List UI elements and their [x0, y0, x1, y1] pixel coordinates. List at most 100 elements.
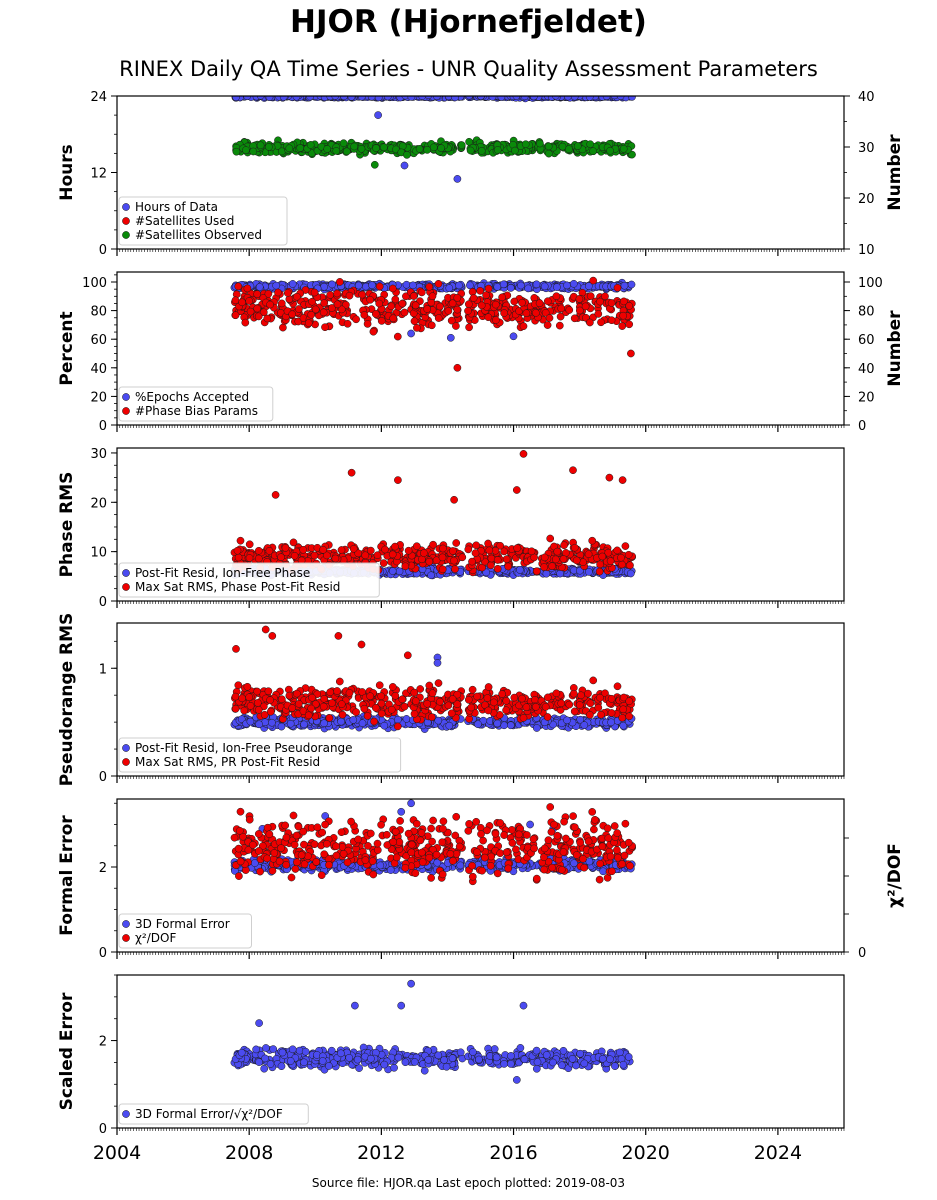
data-point: [230, 833, 239, 842]
y-tick-label: 10: [90, 546, 107, 561]
data-point: [234, 282, 243, 291]
data-point: [589, 147, 597, 156]
data-point: [427, 713, 436, 721]
data-point: [485, 546, 494, 555]
data-point: [559, 555, 568, 563]
data-point: [619, 297, 628, 306]
data-point: [358, 290, 367, 299]
data-point: [499, 280, 508, 289]
data-point: [553, 283, 561, 291]
legend-entry: Max Sat RMS, Phase Post-Fit Resid: [135, 580, 340, 594]
data-point: [595, 567, 604, 576]
data-point: [326, 291, 335, 299]
data-point: [308, 297, 316, 306]
data-point: [234, 681, 243, 690]
data-point: [469, 294, 478, 302]
data-point: [425, 681, 434, 690]
y-tick-label: 0: [99, 595, 107, 610]
data-point: [597, 710, 605, 719]
outlier-point: [394, 476, 402, 484]
data-point: [338, 710, 347, 719]
data-point: [569, 812, 577, 820]
data-point: [357, 96, 366, 101]
outlier-point: [397, 807, 406, 816]
data-point: [243, 682, 252, 691]
data-point: [415, 145, 424, 153]
data-point: [576, 838, 585, 847]
data-point: [517, 281, 525, 290]
data-point: [352, 708, 360, 717]
data-point: [468, 557, 476, 566]
data-point: [447, 709, 456, 718]
data-point: [404, 546, 413, 555]
data-point: [613, 682, 622, 691]
y2-tick-label: 10: [858, 243, 875, 258]
data-point: [436, 697, 444, 706]
data-point: [350, 142, 359, 151]
data-point: [371, 310, 380, 318]
data-point: [253, 290, 262, 298]
y2-axis-title: Number: [885, 134, 905, 211]
data-point: [246, 307, 255, 316]
data-point: [266, 696, 274, 704]
data-point: [585, 568, 593, 576]
data-point: [328, 280, 336, 289]
data-point: [519, 322, 528, 331]
data-point: [628, 96, 636, 101]
data-point: [467, 703, 476, 712]
data-point: [570, 707, 579, 716]
data-point: [575, 306, 584, 315]
data-point: [307, 704, 316, 713]
data-point: [502, 706, 510, 715]
data-point: [434, 679, 443, 687]
data-point: [254, 312, 263, 321]
data-point: [491, 300, 500, 309]
data-point: [508, 839, 517, 847]
data-point: [606, 557, 615, 565]
data-point: [560, 817, 568, 826]
data-point: [240, 706, 249, 715]
outlier-point: [347, 468, 356, 477]
data-point: [285, 144, 294, 153]
data-point: [556, 312, 565, 321]
data-point: [268, 718, 276, 727]
data-point: [308, 693, 316, 702]
data-point: [438, 553, 447, 562]
legend-entry: Hours of Data: [135, 200, 218, 214]
data-point: [437, 144, 445, 152]
data-point: [477, 147, 486, 155]
data-point: [289, 538, 298, 547]
data-point: [479, 836, 487, 845]
y2-tick-label: 100: [858, 276, 883, 291]
data-point: [522, 309, 531, 318]
data-point: [449, 547, 457, 555]
data-point: [428, 292, 437, 301]
data-point: [434, 314, 443, 322]
data-point: [256, 867, 264, 876]
data-point: [586, 699, 595, 708]
data-point: [254, 554, 263, 563]
data-point: [393, 722, 402, 731]
data-point: [375, 282, 384, 291]
data-point: [466, 146, 475, 155]
data-point: [434, 716, 443, 725]
data-point: [483, 694, 492, 702]
y2-tick-label: 40: [858, 90, 875, 105]
data-point: [388, 284, 397, 293]
data-point: [246, 702, 255, 710]
data-point: [420, 549, 428, 557]
data-point: [304, 711, 313, 720]
data-point: [367, 96, 376, 101]
data-point: [387, 705, 396, 714]
data-point: [544, 142, 553, 151]
data-point: [332, 147, 341, 155]
data-point: [464, 695, 473, 704]
data-point: [283, 289, 292, 297]
outlier-point: [374, 111, 382, 119]
outlier-point: [407, 799, 415, 808]
data-point: [423, 699, 432, 708]
data-point: [256, 96, 265, 100]
data-point: [532, 724, 541, 732]
